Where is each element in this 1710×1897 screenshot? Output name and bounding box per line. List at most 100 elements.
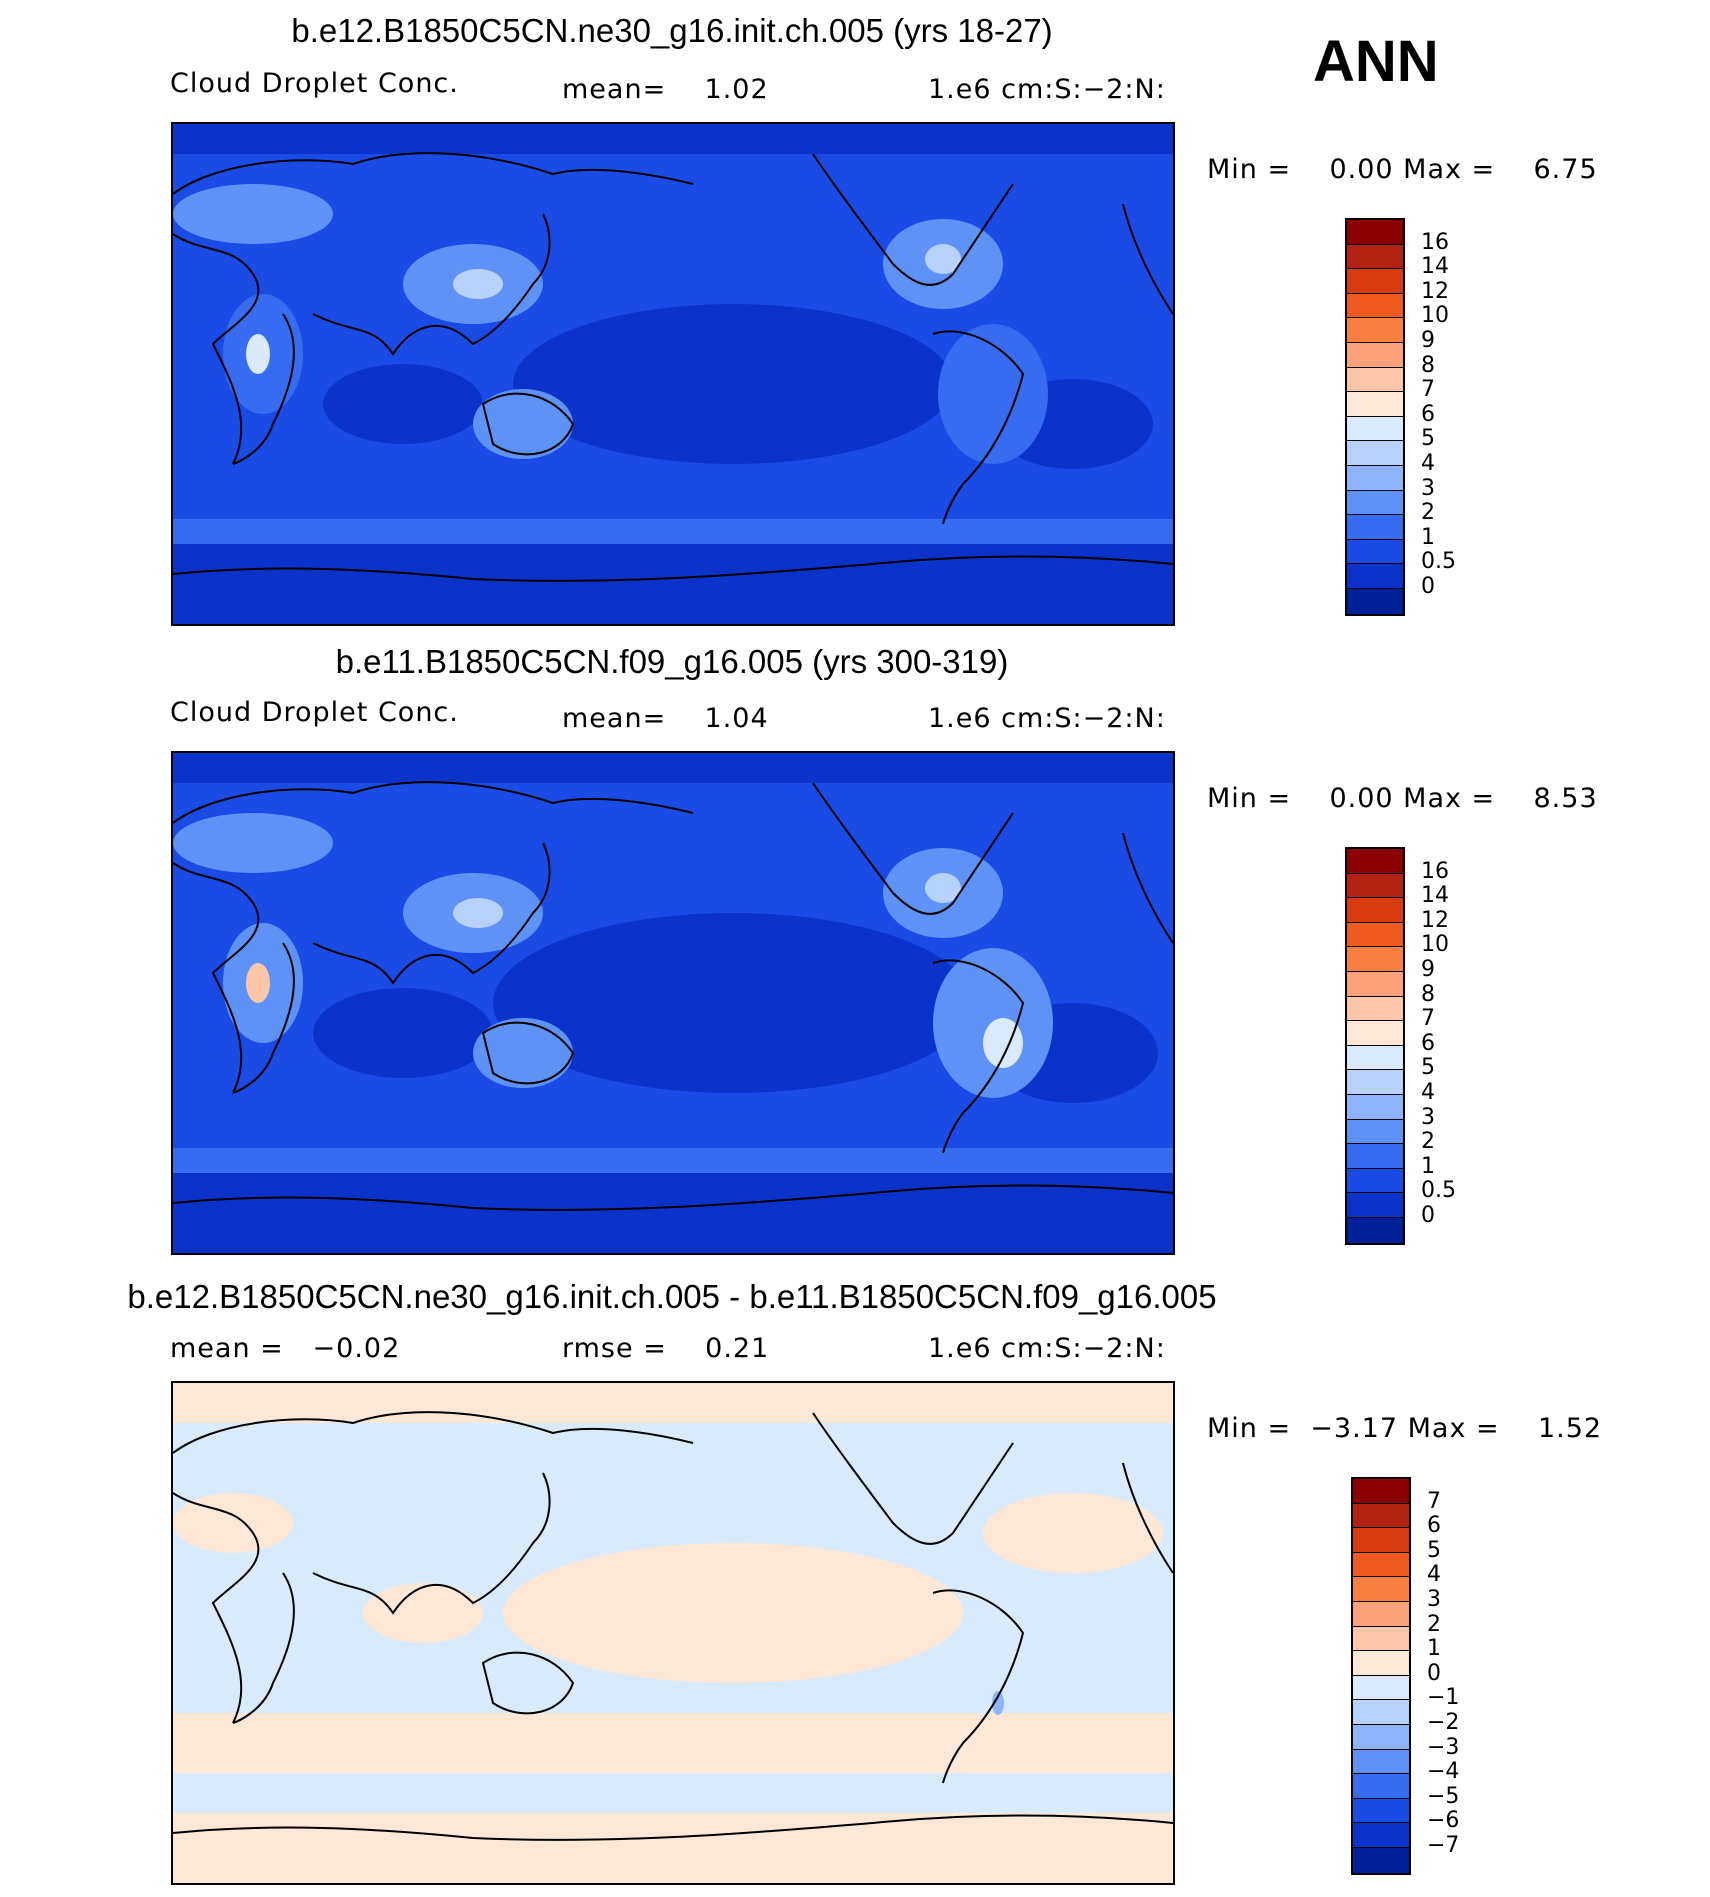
arctic-band <box>173 753 1173 783</box>
colorbar-tick-label: 1 <box>1427 1636 1441 1662</box>
colorbar-swatch <box>1347 898 1403 923</box>
panel-2-mean-label: mean= 1.04 <box>562 703 769 734</box>
colorbar-tick-label: −4 <box>1427 1759 1460 1785</box>
colorbar-swatch <box>1347 220 1403 245</box>
colorbar-tick-label: 6 <box>1421 401 1435 427</box>
panel-3-rmse-label: rmse = 0.21 <box>562 1333 770 1364</box>
coast-australia <box>481 1651 575 1715</box>
indian-ocean-low <box>323 364 483 444</box>
colorbar-tick-label: 6 <box>1427 1513 1441 1539</box>
colorbar-swatch <box>1353 1724 1409 1750</box>
panel-1-map <box>171 122 1175 626</box>
africa-peak <box>246 963 270 1003</box>
colorbar-tick-label: 3 <box>1421 1104 1435 1130</box>
colorbar-tick-label: 4 <box>1421 451 1435 476</box>
colorbar-swatch <box>1353 1774 1409 1799</box>
coast-africa-east <box>232 313 295 465</box>
colorbar-tick-label: −1 <box>1427 1685 1460 1711</box>
coast-north-america <box>812 153 1014 286</box>
australia-high <box>473 389 573 459</box>
africa-peak <box>246 334 270 374</box>
colorbar-tick-label: 7 <box>1421 377 1435 403</box>
panel-2-title: b.e11.B1850C5CN.f09_g16.005 (yrs 300-319… <box>335 643 1009 680</box>
colorbar-swatch <box>1347 441 1403 466</box>
colorbar-swatch <box>1347 564 1403 589</box>
coast-australia <box>481 1021 575 1085</box>
colorbar-swatch <box>1347 367 1403 393</box>
colorbar-swatch <box>1347 947 1403 972</box>
andes-negative-peak <box>992 1691 1004 1715</box>
colorbar-swatch <box>1347 392 1403 417</box>
coast-antarctica <box>173 555 1173 582</box>
panel-2-map <box>171 751 1175 1255</box>
panel-1-units-label: 1.e6 cm:S:−2:N: <box>928 74 1166 105</box>
colorbar-tick-label: 2 <box>1421 500 1435 526</box>
colorbar-tick-label: 0.5 <box>1421 549 1456 575</box>
north-atlantic-positive <box>983 1493 1163 1573</box>
colorbar-tick-label: 7 <box>1421 1006 1435 1032</box>
coast-south-america <box>932 959 1025 1154</box>
coast-asia-south <box>312 1472 551 1615</box>
colorbar-tick-label: 12 <box>1421 907 1449 933</box>
colorbar-swatch <box>1347 1045 1403 1071</box>
coastlines <box>173 1411 1173 1841</box>
colorbar-tick-label: 1 <box>1421 524 1435 550</box>
colorbar-tick-label: 0 <box>1427 1660 1441 1686</box>
colorbar-tick-label: 2 <box>1421 1129 1435 1155</box>
colorbar-swatch <box>1347 293 1403 319</box>
southern-ocean-band <box>173 1148 1173 1173</box>
panel-2-minmax: Min = 0.00 Max = 8.53 <box>1207 783 1598 814</box>
colorbar-tick-label: 8 <box>1421 981 1435 1007</box>
coast-south-america <box>932 330 1025 525</box>
season-label: ANN <box>1313 29 1439 94</box>
arctic-positive-band <box>173 1383 1173 1423</box>
colorbar-tick-label: 5 <box>1421 426 1435 452</box>
panel-2-units-label: 1.e6 cm:S:−2:N: <box>928 703 1166 734</box>
tropical-pacific-positive <box>503 1543 963 1683</box>
coast-east-edge <box>1122 203 1173 315</box>
us-east-peak <box>925 244 961 274</box>
colorbar-swatch <box>1347 416 1403 442</box>
antarctic-positive-band <box>173 1813 1173 1883</box>
colorbar-swatch <box>1347 515 1403 540</box>
coast-antarctica <box>173 1184 1173 1211</box>
tropical-pacific-low <box>493 913 973 1093</box>
colorbar-swatch <box>1347 269 1403 294</box>
colorbar-swatch <box>1347 849 1403 874</box>
colorbar-tick-label: −7 <box>1427 1833 1460 1858</box>
colorbar-swatch <box>1347 971 1403 997</box>
coast-africa-west <box>173 1492 260 1724</box>
tropical-pacific-low <box>513 304 953 464</box>
colorbar-swatch <box>1353 1823 1409 1848</box>
colorbar-swatch <box>1347 490 1403 516</box>
coast-africa-east <box>232 942 295 1094</box>
colorbar-swatch <box>1347 1217 1403 1243</box>
coast-africa-west <box>173 862 260 1094</box>
europe-positive <box>173 1493 293 1553</box>
colorbar-swatch <box>1353 1749 1409 1775</box>
colorbar-tick-label: 9 <box>1421 957 1435 982</box>
coast-east-edge <box>1122 832 1173 944</box>
coast-asia-south <box>312 213 551 356</box>
panel-2-colorbar <box>1345 847 1405 1245</box>
colorbar-swatch <box>1347 1144 1403 1169</box>
colorbar-swatch <box>1347 539 1403 565</box>
colorbar-swatch <box>1347 1168 1403 1194</box>
colorbar-swatch <box>1353 1798 1409 1824</box>
us-east-peak <box>925 873 961 903</box>
arctic-band <box>173 124 1173 154</box>
colorbar-swatch <box>1347 922 1403 948</box>
panel-1-minmax: Min = 0.00 Max = 6.75 <box>1207 154 1598 185</box>
colorbar-tick-label: 0.5 <box>1421 1178 1456 1204</box>
panel-3-minmax: Min = −3.17 Max = 1.52 <box>1207 1413 1603 1444</box>
colorbar-tick-label: −5 <box>1427 1783 1460 1809</box>
coast-north-america <box>812 782 1014 915</box>
colorbar-tick-label: 10 <box>1421 303 1449 329</box>
indian-ocean-positive <box>363 1583 483 1643</box>
colorbar-swatch <box>1347 465 1403 491</box>
colorbar-swatch <box>1347 873 1403 899</box>
europe-high <box>173 813 333 873</box>
colorbar-swatch <box>1347 996 1403 1022</box>
coast-australia <box>481 392 575 456</box>
colorbar-swatch <box>1347 1070 1403 1095</box>
